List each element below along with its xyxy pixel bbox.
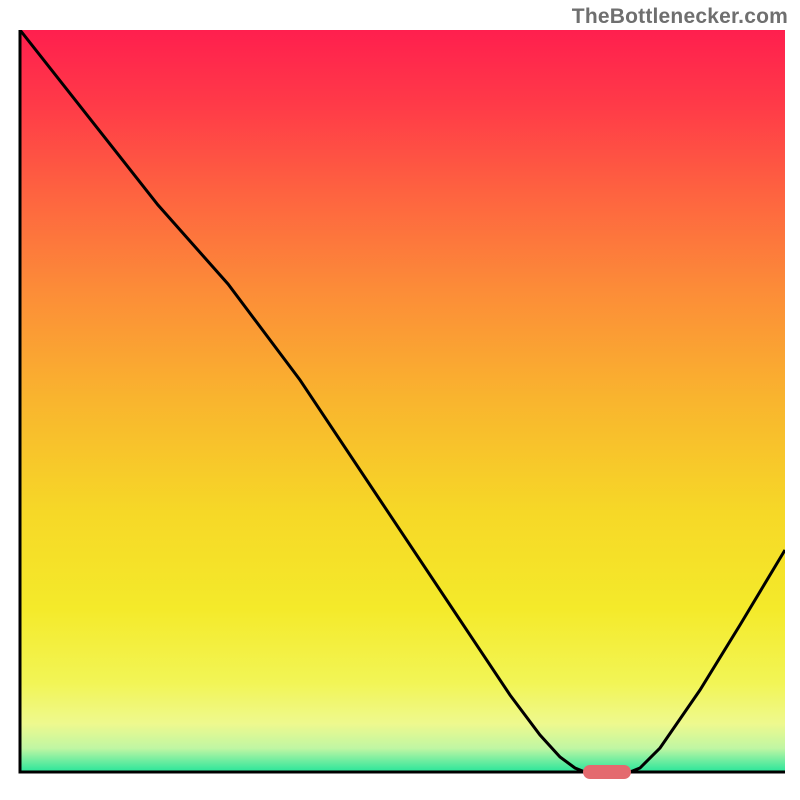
optimal-marker	[583, 765, 631, 779]
watermark-text: TheBottlenecker.com	[572, 5, 788, 29]
plot-gradient-background	[20, 30, 785, 772]
figure-container: TheBottlenecker.com	[0, 0, 800, 800]
bottleneck-chart-svg	[0, 0, 800, 800]
